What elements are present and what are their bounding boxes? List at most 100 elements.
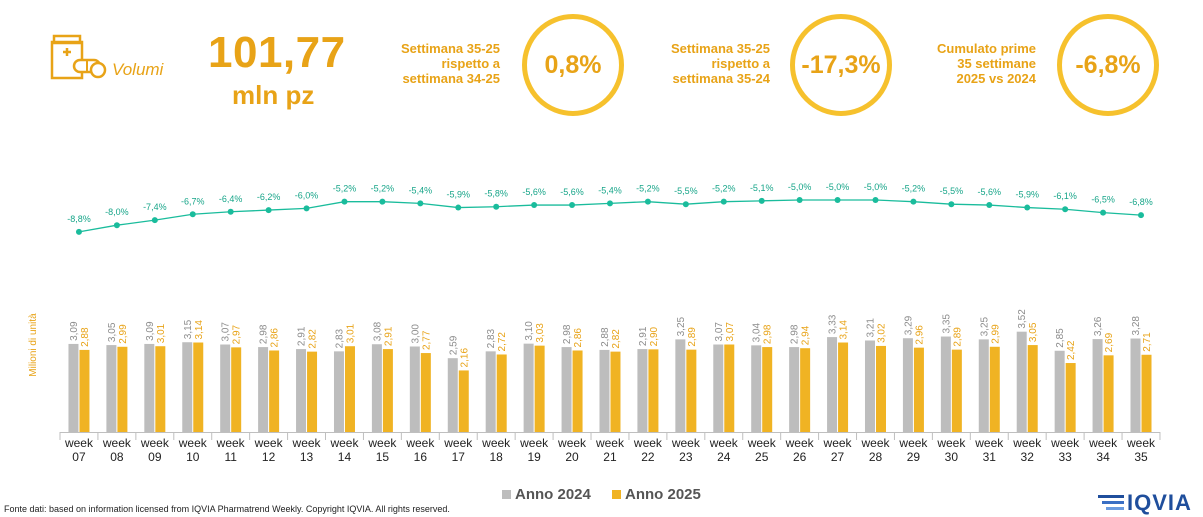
x-tick-label: 17 — [452, 450, 466, 464]
kpi-week-vs-previous-circle: 0,8% — [522, 14, 624, 116]
cumulative-change-label: -5,0% — [788, 182, 812, 192]
cumulative-change-label: -5,4% — [598, 185, 622, 195]
data-label-2024: 3,09 — [69, 321, 80, 341]
x-tick-label-prefix: week — [1050, 436, 1080, 450]
data-label-2025: 3,05 — [1028, 322, 1039, 342]
bar-2025 — [572, 350, 583, 432]
data-label-2024: 3,04 — [752, 322, 763, 342]
cumulative-change-label: -5,0% — [826, 182, 850, 192]
cumulative-change-label: -5,6% — [978, 187, 1002, 197]
x-tick-label-prefix: week — [1012, 436, 1042, 450]
data-label-2024: 2,83 — [486, 328, 497, 348]
x-tick-label-prefix: week — [860, 436, 890, 450]
data-label-2025: 2,91 — [383, 326, 394, 346]
bar-2024 — [1130, 338, 1141, 432]
cumulative-change-point — [265, 207, 272, 214]
cumulative-change-point — [151, 217, 158, 224]
cumulative-change-label: -5,1% — [750, 183, 774, 193]
x-tick-label-prefix: week — [481, 436, 511, 450]
bar-2025 — [648, 349, 659, 432]
cumulative-change-label: -8,0% — [105, 207, 129, 217]
cumulative-change-label: -5,6% — [560, 187, 584, 197]
x-tick-label-prefix: week — [64, 436, 94, 450]
kpi-cumulative-circle: -6,8% — [1057, 14, 1159, 116]
cumulative-change-label: -5,4% — [409, 185, 433, 195]
data-label-2025: 3,14 — [194, 320, 205, 340]
x-tick-label-prefix: week — [178, 436, 208, 450]
cumulative-change-point — [341, 198, 348, 205]
data-label-2024: 3,29 — [903, 315, 914, 335]
bar-2024 — [220, 344, 231, 432]
medicine-box-icon — [50, 32, 110, 82]
legend-anno-2024: Anno 2024 — [502, 486, 591, 503]
data-label-2024: 2,91 — [297, 326, 308, 346]
x-tick-label: 12 — [262, 450, 276, 464]
data-label-2024: 2,83 — [334, 328, 345, 348]
bar-2025 — [762, 347, 773, 432]
cumulative-change-label: -5,5% — [940, 186, 964, 196]
bar-2025 — [79, 349, 90, 432]
x-tick-label-prefix: week — [405, 436, 435, 450]
data-label-2025: 3,01 — [345, 323, 356, 343]
x-tick-label: 28 — [869, 450, 883, 464]
cumulative-change-point — [834, 197, 841, 203]
data-label-2024: 3,25 — [676, 316, 687, 336]
cumulative-change-point — [113, 222, 120, 229]
x-tick-label-prefix: week — [633, 436, 663, 450]
cumulative-change-label: -8,8% — [67, 214, 91, 224]
cumulative-change-label: -6,8% — [1129, 197, 1153, 207]
x-tick-label-prefix: week — [140, 436, 170, 450]
x-tick-label-prefix: week — [443, 436, 473, 450]
y-axis-label: Milioni di unità — [28, 313, 39, 377]
x-tick-label-prefix: week — [329, 436, 359, 450]
cumulative-change-label: -5,9% — [447, 190, 471, 200]
cumulative-change-label: -5,9% — [1015, 190, 1039, 200]
bar-2025 — [231, 347, 242, 432]
legend-label-2024: Anno 2024 — [515, 486, 591, 503]
bar-2024 — [144, 343, 155, 432]
x-tick-label: 22 — [641, 450, 655, 464]
cumulative-change-point — [227, 208, 234, 215]
data-label-2025: 2,82 — [308, 329, 319, 349]
data-label-2025: 2,89 — [687, 327, 698, 347]
x-tick-label-prefix: week — [216, 436, 246, 450]
x-tick-label-prefix: week — [595, 436, 625, 450]
cumulative-change-point — [720, 198, 727, 205]
data-label-2025: 2,42 — [1066, 340, 1077, 360]
cumulative-change-point — [531, 202, 538, 209]
bar-2024 — [789, 347, 800, 432]
cumulative-change-point — [569, 202, 576, 209]
bar-2024 — [675, 339, 686, 432]
cumulative-change-point — [189, 211, 196, 218]
data-label-2024: 2,85 — [1055, 328, 1066, 348]
x-tick-label-prefix: week — [292, 436, 322, 450]
cumulative-change-label: -7,4% — [143, 202, 167, 212]
bar-2024 — [68, 343, 79, 432]
cumulative-change-label: -6,1% — [1053, 191, 1077, 201]
cumulative-change-point — [417, 200, 424, 207]
bar-2024 — [523, 343, 534, 432]
x-tick-label-prefix: week — [367, 436, 397, 450]
x-tick-label: 19 — [527, 450, 541, 464]
bar-2025 — [800, 348, 811, 432]
x-tick-label: 21 — [603, 450, 617, 464]
data-label-2025: 2,16 — [459, 348, 470, 368]
bar-2024 — [940, 336, 951, 432]
cumulative-change-point — [455, 204, 462, 211]
cumulative-change-point — [910, 198, 917, 205]
bar-2025 — [307, 351, 318, 432]
x-tick-label-prefix: week — [102, 436, 132, 450]
x-tick-label-prefix: week — [709, 436, 739, 450]
cumulative-change-label: -6,0% — [295, 190, 319, 200]
cumulative-change-label: -5,2% — [902, 184, 926, 194]
data-label-2024: 3,09 — [145, 321, 156, 341]
data-label-2024: 3,05 — [107, 322, 118, 342]
cumulative-change-label: -5,6% — [522, 187, 546, 197]
x-tick-label-prefix: week — [557, 436, 587, 450]
iqvia-logo-icon — [1098, 494, 1126, 512]
bar-2024 — [751, 345, 762, 432]
cumulative-change-label: -5,8% — [484, 189, 508, 199]
x-tick-label-prefix: week — [936, 436, 966, 450]
data-label-2024: 3,35 — [941, 314, 952, 334]
